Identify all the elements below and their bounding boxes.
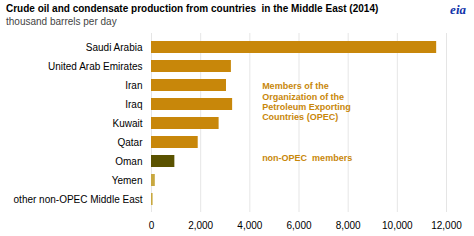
svg-text:6,000: 6,000 xyxy=(286,220,311,231)
svg-text:United Arab Emirates: United Arab Emirates xyxy=(48,61,143,72)
html-text:Crude oil and condensate produ: Crude oil and condensate production from… xyxy=(6,3,379,14)
svg-text:8,000: 8,000 xyxy=(336,220,361,231)
html-text:eia: eia xyxy=(450,2,466,17)
svg-text:Kuwait: Kuwait xyxy=(112,118,142,129)
svg-text:Iraq: Iraq xyxy=(125,99,142,110)
svg-text:Members of theOrganization of: Members of theOrganization of thePetrole… xyxy=(262,81,351,122)
svg-text:Oman: Oman xyxy=(115,156,142,167)
svg-text:12,000: 12,000 xyxy=(431,220,462,231)
svg-text:Saudi Arabia: Saudi Arabia xyxy=(86,42,143,53)
svg-text:10,000: 10,000 xyxy=(382,220,413,231)
svg-text:non-OPEC members: non-OPEC members xyxy=(262,153,352,163)
svg-text:Iran: Iran xyxy=(125,80,142,91)
svg-text:Yemen: Yemen xyxy=(112,175,143,186)
svg-text:4,000: 4,000 xyxy=(237,220,262,231)
svg-text:0: 0 xyxy=(149,220,155,231)
svg-text:Qatar: Qatar xyxy=(117,137,143,148)
html-text:thousand barrels per day: thousand barrels per day xyxy=(6,16,117,27)
svg-text:other non-OPEC Middle East: other non-OPEC Middle East xyxy=(14,194,143,205)
svg-text:2,000: 2,000 xyxy=(188,220,213,231)
